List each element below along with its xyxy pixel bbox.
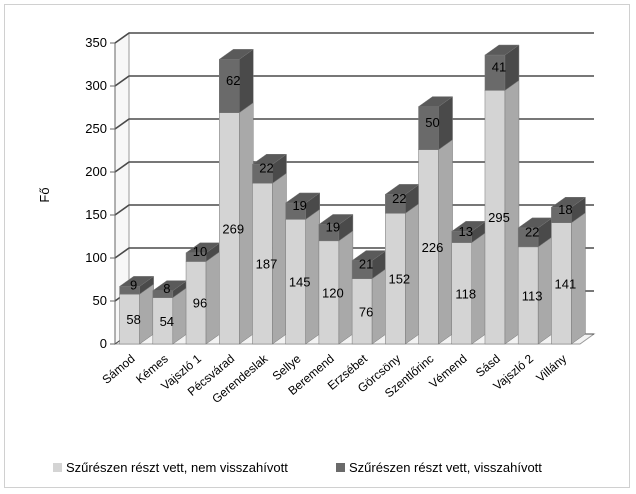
bar-recalled bbox=[484, 44, 520, 91]
legend-swatch-not-recalled bbox=[53, 463, 62, 472]
data-label-recalled: 50 bbox=[425, 115, 439, 130]
y-tick-label: 350 bbox=[85, 35, 107, 50]
chart-frame: 58 9 54 8 96 10 269 62 187 22 145 19 120 19 76 21 152 22 2… bbox=[4, 4, 630, 488]
data-label-not-recalled: 113 bbox=[522, 288, 543, 303]
bar-recalled bbox=[251, 153, 288, 184]
data-label-not-recalled: 145 bbox=[289, 275, 311, 290]
data-label-not-recalled: 54 bbox=[160, 314, 174, 329]
data-labels: 58 9 54 8 96 10 269 62 187 22 145 19 120 19 76 21 152 22 2… bbox=[126, 60, 576, 329]
data-label-recalled: 18 bbox=[558, 202, 572, 217]
bar-recalled bbox=[318, 213, 354, 242]
bar-recalled bbox=[517, 217, 553, 248]
bar-not-recalled bbox=[550, 212, 587, 345]
y-axis-title: Fő bbox=[37, 187, 52, 202]
data-label-recalled: 19 bbox=[326, 220, 340, 235]
data-label-recalled: 9 bbox=[130, 277, 137, 292]
bar-not-recalled bbox=[185, 250, 221, 345]
bar-recalled bbox=[218, 48, 255, 114]
y-tick-label: 200 bbox=[85, 164, 107, 179]
bar-recalled bbox=[284, 192, 321, 220]
category-label: Vémend bbox=[426, 352, 469, 391]
legend: Szűrészen részt vett, nem visszahívott S… bbox=[53, 460, 542, 475]
data-label-recalled: 13 bbox=[459, 224, 473, 239]
legend-swatch-recalled bbox=[336, 463, 345, 472]
legend-label-recalled: Szűrészen részt vett, visszahívott bbox=[349, 460, 542, 475]
y-tick-label: 50 bbox=[93, 293, 107, 308]
data-label-not-recalled: 141 bbox=[555, 276, 577, 291]
data-label-not-recalled: 152 bbox=[388, 272, 410, 287]
data-label-not-recalled: 187 bbox=[256, 257, 278, 272]
axes bbox=[110, 42, 116, 345]
stacked-bar-chart: 58 9 54 8 96 10 269 62 187 22 145 19 120 19 76 21 152 22 2… bbox=[37, 32, 596, 475]
data-label-not-recalled: 76 bbox=[359, 304, 373, 319]
data-label-recalled: 21 bbox=[359, 257, 373, 272]
data-label-recalled: 10 bbox=[193, 244, 207, 259]
data-label-not-recalled: 226 bbox=[422, 240, 444, 255]
bar-recalled bbox=[384, 183, 421, 214]
data-label-recalled: 41 bbox=[492, 60, 506, 75]
bar-recalled bbox=[351, 250, 387, 280]
y-tick-label: 0 bbox=[100, 336, 107, 351]
data-label-not-recalled: 58 bbox=[126, 312, 140, 327]
data-label-recalled: 8 bbox=[163, 281, 170, 296]
bar-recalled bbox=[417, 96, 454, 151]
gridline bbox=[114, 75, 594, 87]
bar-not-recalled bbox=[318, 230, 354, 345]
bar-not-recalled bbox=[251, 172, 288, 345]
category-label: Sámod bbox=[99, 352, 137, 387]
bar-recalled bbox=[152, 280, 188, 299]
y-tick-label: 250 bbox=[85, 121, 107, 136]
data-label-not-recalled: 295 bbox=[488, 210, 510, 225]
gridline bbox=[114, 32, 594, 44]
bar-not-recalled bbox=[417, 139, 454, 345]
data-label-not-recalled: 120 bbox=[322, 285, 344, 300]
legend-label-not-recalled: Szűrészen részt vett, nem visszahívott bbox=[66, 460, 288, 475]
data-label-recalled: 19 bbox=[292, 198, 306, 213]
bar-recalled bbox=[185, 242, 221, 262]
data-label-not-recalled: 118 bbox=[455, 286, 476, 301]
data-label-recalled: 22 bbox=[525, 224, 539, 239]
data-label-recalled: 22 bbox=[259, 161, 273, 176]
data-label-recalled: 62 bbox=[226, 73, 240, 88]
bar-recalled bbox=[450, 220, 487, 244]
bar-not-recalled bbox=[384, 202, 421, 345]
data-label-not-recalled: 269 bbox=[222, 221, 244, 236]
y-tick-label: 300 bbox=[85, 78, 107, 93]
y-tick-labels: 0 50 100 150 200 250 300 350 bbox=[85, 35, 107, 351]
bar-recalled bbox=[118, 275, 155, 295]
data-label-not-recalled: 96 bbox=[193, 296, 207, 311]
bar-recalled bbox=[550, 196, 587, 224]
category-label: Villány bbox=[533, 352, 569, 385]
data-label-recalled: 22 bbox=[392, 191, 406, 206]
y-tick-label: 100 bbox=[85, 250, 107, 265]
bars bbox=[118, 44, 587, 345]
y-tick-label: 150 bbox=[85, 207, 107, 222]
